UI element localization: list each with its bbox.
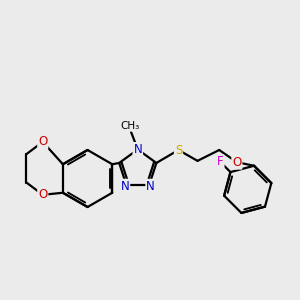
Text: N: N: [121, 180, 129, 193]
Text: S: S: [175, 143, 182, 157]
Text: N: N: [134, 143, 142, 156]
Text: O: O: [38, 135, 47, 148]
Text: CH₃: CH₃: [120, 121, 139, 131]
Text: N: N: [146, 180, 155, 193]
Text: F: F: [217, 155, 224, 168]
Text: O: O: [232, 156, 242, 169]
Text: O: O: [38, 188, 47, 201]
